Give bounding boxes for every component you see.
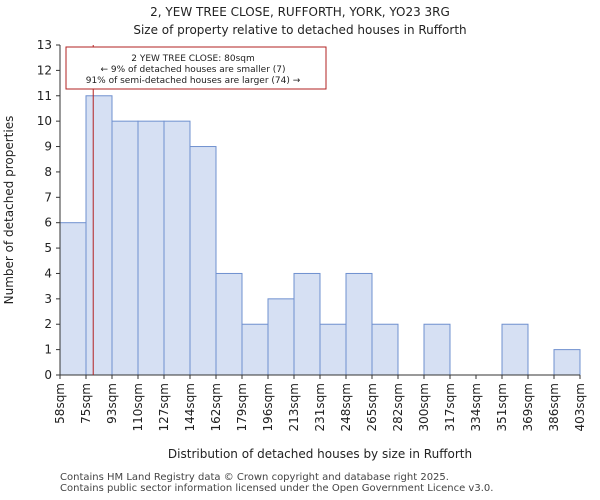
y-tick-label: 9: [44, 140, 52, 154]
x-tick-label: 386sqm: [547, 383, 561, 431]
y-tick-label: 5: [44, 241, 52, 255]
bar-75sqm: [85, 95, 113, 376]
x-tick-label: 300sqm: [417, 383, 431, 431]
annotation-box: [65, 46, 327, 90]
y-tick-label: 11: [37, 89, 52, 103]
footer-line-2: Contains public sector information licen…: [60, 483, 494, 494]
x-tick-label: 248sqm: [339, 383, 353, 431]
y-tick-label: 0: [44, 368, 52, 382]
y-axis-label: Number of detached properties: [2, 116, 16, 305]
x-tick-label: 403sqm: [573, 383, 587, 431]
x-tick-label: 282sqm: [391, 383, 405, 431]
x-tick-label: 196sqm: [261, 383, 275, 431]
bar-93sqm: [111, 120, 139, 376]
x-tick-label: 369sqm: [521, 383, 535, 431]
x-tick-label: 317sqm: [443, 383, 457, 431]
x-tick-label: 265sqm: [365, 383, 379, 431]
annotation-line-3: 91% of semi-detached houses are larger (…: [86, 76, 301, 86]
bar-300sqm: [423, 323, 451, 376]
chart-subtitle: Size of property relative to detached ho…: [133, 23, 466, 37]
bar-127sqm: [163, 120, 191, 376]
x-tick-label: 231sqm: [313, 383, 327, 431]
bar-196sqm: [267, 298, 295, 376]
bar-179sqm: [241, 323, 269, 376]
bar-248sqm: [345, 272, 373, 376]
y-tick-label: 13: [37, 38, 52, 52]
x-tick-label: 93sqm: [105, 383, 119, 424]
x-tick-label: 162sqm: [209, 383, 223, 431]
x-ticks-group: 58sqm 75sqm 93sqm 110sqm 127sqm 144sqm 162sqm 1…: [53, 375, 587, 431]
annotation-line-1: 2 YEW TREE CLOSE: 80sqm: [131, 54, 255, 64]
bar-58sqm: [59, 222, 87, 376]
x-tick-label: 179sqm: [235, 383, 249, 431]
annotation-line-2: ← 9% of detached houses are smaller (7): [100, 65, 285, 75]
x-tick-label: 351sqm: [495, 383, 509, 431]
x-tick-label: 58sqm: [53, 383, 67, 424]
bars-group: [59, 95, 581, 376]
y-tick-label: 10: [37, 114, 52, 128]
y-tick-label: 3: [44, 292, 52, 306]
y-tick-label: 7: [44, 190, 52, 204]
bar-213sqm: [293, 272, 321, 376]
y-tick-label: 2: [44, 317, 52, 331]
bar-144sqm: [189, 146, 217, 376]
footer-line-1: Contains HM Land Registry data © Crown c…: [60, 472, 449, 483]
x-tick-label: 144sqm: [183, 383, 197, 431]
x-tick-label: 75sqm: [79, 383, 93, 424]
x-tick-label: 334sqm: [469, 383, 483, 431]
y-tick-label: 6: [44, 216, 52, 230]
y-tick-label: 4: [44, 266, 52, 280]
x-tick-label: 127sqm: [157, 383, 171, 431]
chart-title: 2, YEW TREE CLOSE, RUFFORTH, YORK, YO23 …: [150, 5, 450, 19]
bar-110sqm: [137, 120, 165, 376]
x-tick-label: 110sqm: [131, 383, 145, 431]
bar-162sqm: [215, 272, 243, 376]
x-tick-label: 213sqm: [287, 383, 301, 431]
bar-386sqm: [553, 349, 581, 376]
y-tick-label: 1: [44, 343, 52, 357]
y-tick-label: 8: [44, 165, 52, 179]
bar-351sqm: [501, 323, 529, 376]
bar-265sqm: [371, 323, 399, 376]
bar-231sqm: [319, 323, 347, 376]
y-tick-label: 12: [37, 63, 52, 77]
x-axis-label: Distribution of detached houses by size …: [168, 447, 472, 461]
